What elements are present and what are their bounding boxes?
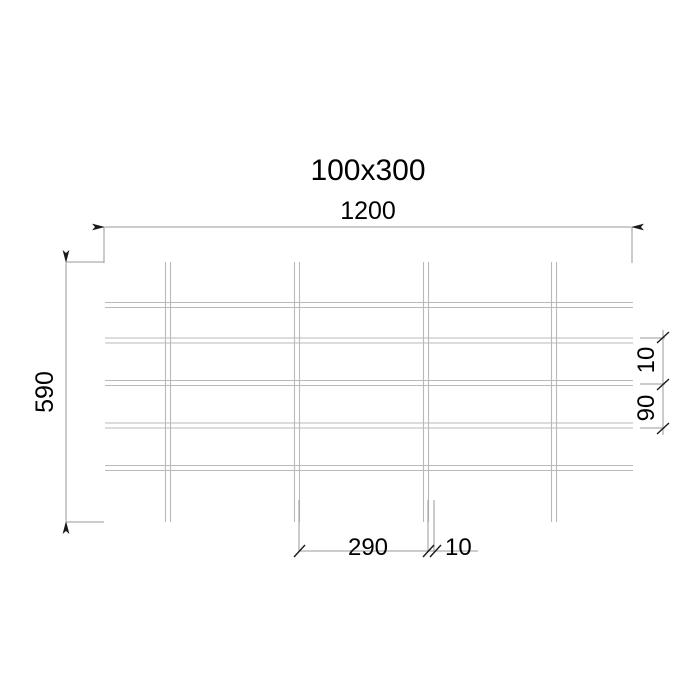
vertical-wire (164, 262, 172, 522)
horizontal-wire (105, 301, 633, 309)
bottom-pitch-label: 290 (348, 534, 388, 561)
dimension-overall-width (92, 223, 644, 263)
slash-tick (656, 422, 670, 435)
vertical-wire (550, 262, 558, 522)
slash-tick (656, 378, 670, 391)
overall-height-label: 590 (31, 371, 59, 413)
slash-tick (656, 331, 670, 344)
overall-width-label: 1200 (340, 197, 396, 225)
dimension-overall-height (62, 250, 104, 534)
horizontal-wire (105, 337, 633, 344)
drawing-title: 100x300 (310, 154, 425, 187)
slash-tick (422, 544, 435, 558)
horizontal-wire (105, 422, 633, 429)
slash-tick (293, 544, 306, 558)
vertical-wire (422, 262, 430, 522)
dimension-right-group (640, 330, 670, 435)
bottom-wire-label: 10 (445, 534, 472, 561)
vertical-wire (293, 262, 301, 522)
right-wire-label: 10 (633, 347, 660, 374)
horizontal-wire (105, 464, 633, 472)
mesh-horizontal-wires (105, 301, 633, 472)
slash-tick (429, 544, 442, 558)
dimension-bottom-group (293, 500, 478, 558)
mesh-vertical-wires (164, 262, 558, 522)
right-pitch-label: 90 (633, 395, 660, 422)
horizontal-wire (105, 379, 633, 387)
